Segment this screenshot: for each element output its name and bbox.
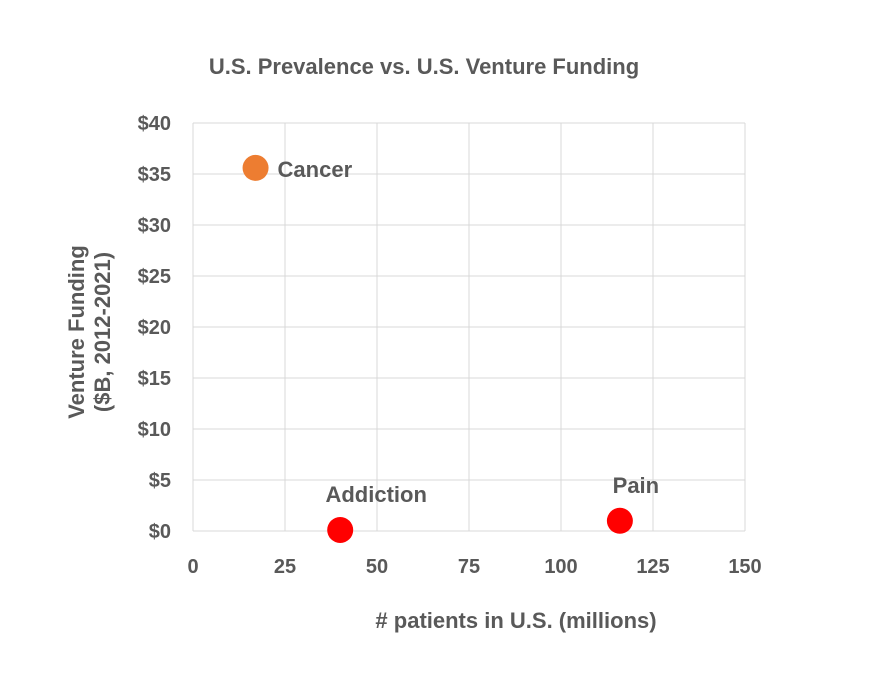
- y-tick-label: $0: [149, 521, 171, 543]
- y-axis-label-line-1: Venture Funding: [64, 245, 89, 419]
- y-tick-label: $20: [138, 317, 171, 339]
- y-tick-label: $30: [138, 215, 171, 237]
- x-tick-label: 150: [728, 556, 761, 578]
- y-tick-label: $15: [138, 368, 171, 390]
- data-point-pain: [606, 507, 633, 534]
- data-label-pain: Pain: [613, 473, 659, 498]
- chart-title: U.S. Prevalence vs. U.S. Venture Funding: [209, 54, 639, 79]
- x-tick-label: 25: [274, 556, 296, 578]
- y-tick-label: $10: [138, 419, 171, 441]
- x-tick-label: 50: [366, 556, 388, 578]
- data-point-cancer: [242, 154, 269, 181]
- data-label-addiction: Addiction: [325, 482, 426, 507]
- x-axis-label: # patients in U.S. (millions): [375, 608, 656, 633]
- x-tick-label: 125: [636, 556, 669, 578]
- data-label-cancer: Cancer: [278, 157, 353, 182]
- x-tick-label: 75: [458, 556, 480, 578]
- x-tick-label: 100: [544, 556, 577, 578]
- data-point-addiction: [327, 516, 354, 543]
- y-tick-label: $40: [138, 113, 171, 135]
- y-axis-label-line-2: ($B, 2012-2021): [90, 252, 115, 412]
- y-tick-label: $35: [138, 164, 171, 186]
- y-tick-label: $5: [149, 470, 171, 492]
- x-tick-label: 0: [187, 556, 198, 578]
- y-tick-label: $25: [138, 266, 171, 288]
